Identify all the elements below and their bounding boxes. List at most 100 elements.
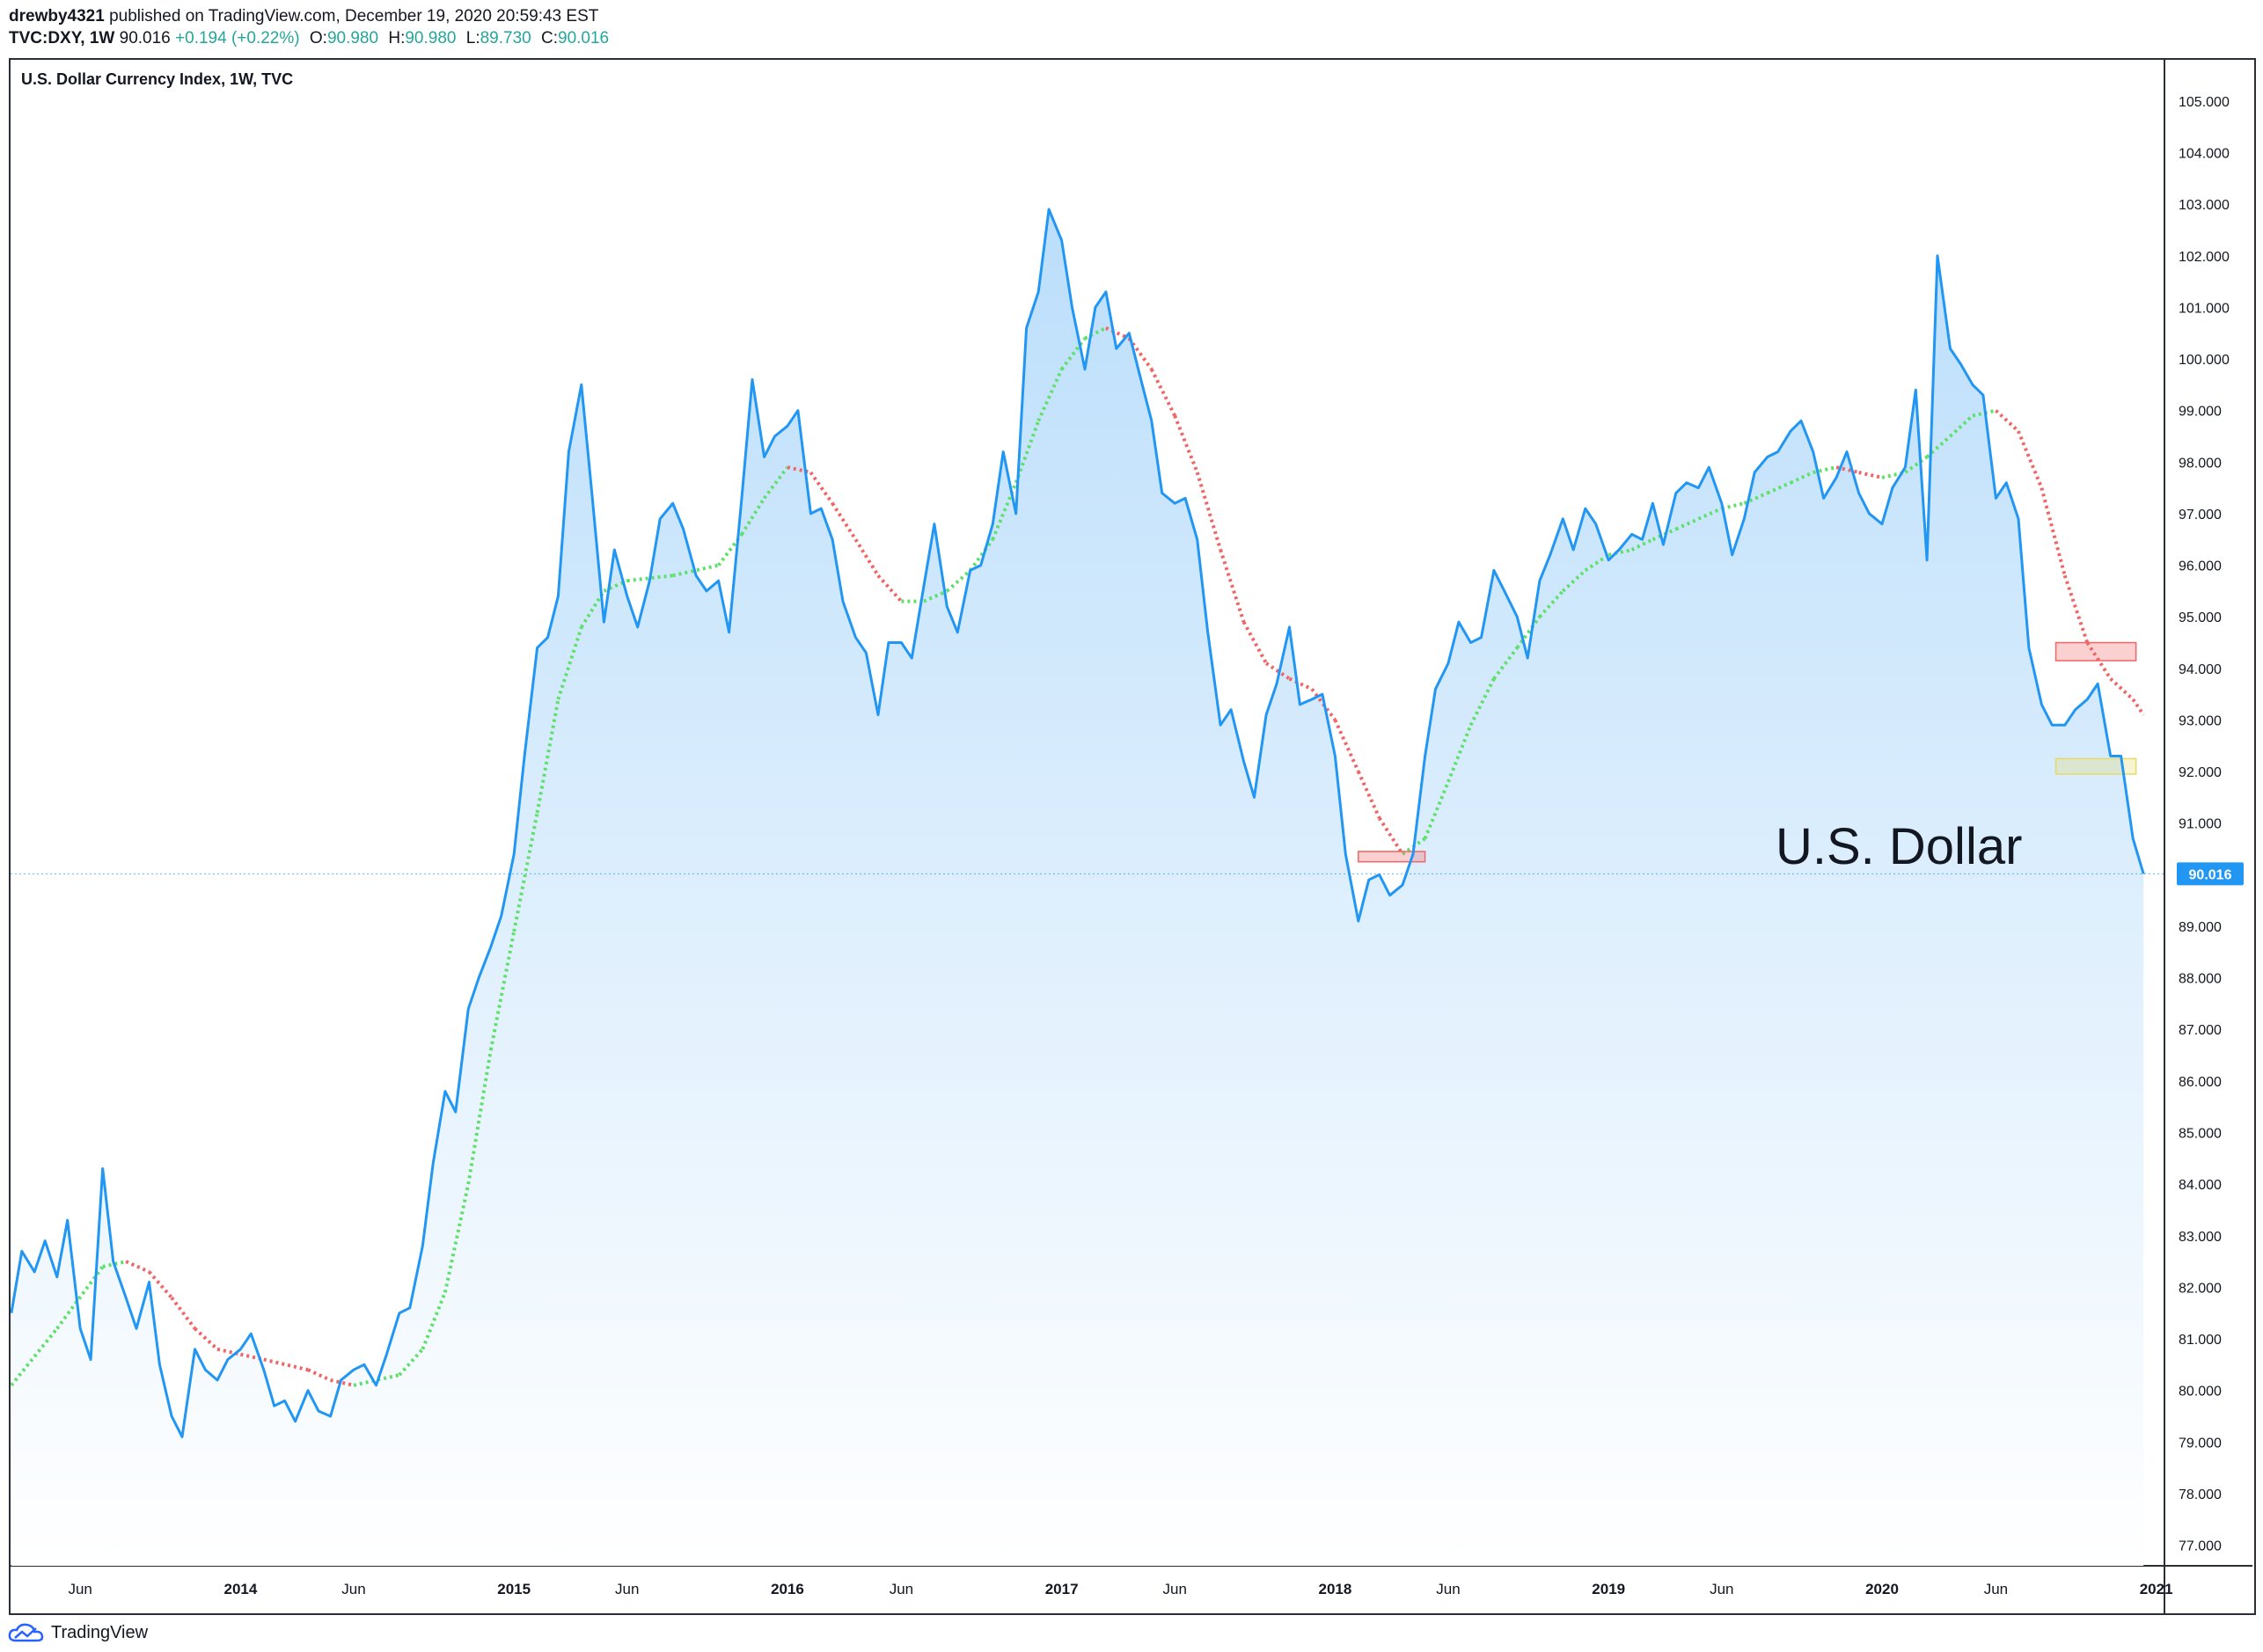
moving-average-segment (1721, 501, 1745, 511)
price-tick-label: 83.000 (2179, 1230, 2222, 1245)
price-change: +0.194 (+0.22%) (175, 29, 300, 48)
moving-average-segment (1925, 435, 1952, 458)
price-tick-label: 84.000 (2179, 1178, 2222, 1193)
moving-average-segment (102, 1260, 127, 1268)
time-tick-label: 2015 (497, 1581, 531, 1597)
moving-average-segment (1949, 414, 1974, 438)
price-tick-label: 80.000 (2179, 1385, 2222, 1400)
moving-average-segment (1972, 408, 1996, 418)
chart-frame[interactable] (9, 58, 2256, 1615)
price-tick-label: 104.000 (2179, 147, 2230, 162)
moving-average-segment (1813, 465, 1837, 474)
last-price: 90.016 (119, 29, 171, 48)
highlight-zone[interactable] (2054, 641, 2137, 662)
time-tick-label: 2018 (1318, 1581, 1351, 1597)
moving-average-segment (672, 563, 720, 578)
moving-average-segment (603, 579, 628, 593)
moving-average-segment (1288, 676, 1313, 691)
moving-average-segment (1743, 491, 1769, 506)
high-value: 90.980 (405, 29, 457, 48)
high-label: H: (388, 29, 406, 48)
price-tick-label: 91.000 (2179, 817, 2222, 832)
us-dollar-annotation: U.S. Dollar (1776, 818, 2022, 875)
price-tick-label: 93.000 (2179, 713, 2222, 728)
moving-average-segment (853, 538, 880, 577)
moving-average-segment (2040, 487, 2067, 576)
moving-average-segment (1492, 647, 1519, 680)
moving-average-segment (1333, 719, 1360, 772)
moving-average-segment (2109, 677, 2135, 701)
moving-average-segment (1195, 471, 1223, 551)
price-tick-label: 78.000 (2179, 1488, 2222, 1502)
price-line (11, 208, 2145, 1438)
moving-average-segment (1150, 368, 1176, 417)
time-tick-label: Jun (1436, 1581, 1460, 1597)
moving-average-segment (1219, 549, 1246, 623)
moving-average-segment (1790, 471, 1814, 485)
moving-average-segment (1264, 662, 1291, 681)
moving-average-segment (556, 626, 583, 700)
moving-average-segment (1995, 409, 2020, 433)
price-tick-label: 87.000 (2179, 1023, 2222, 1038)
moving-average-segment (1014, 420, 1041, 484)
highlight-zone[interactable] (1358, 851, 1426, 863)
moving-average-segment (1675, 516, 1700, 531)
moving-average-segment (580, 589, 606, 628)
footer: TradingView (7, 1619, 148, 1647)
price-tick-label: 81.000 (2179, 1333, 2222, 1348)
moving-average-segment (330, 1378, 355, 1387)
moving-average-segment (1766, 480, 1791, 495)
moving-average-segment (2131, 698, 2145, 716)
tradingview-brand[interactable]: TradingView (51, 1622, 149, 1642)
moving-average-segment (1584, 553, 1610, 573)
moving-average-segment (1241, 621, 1268, 664)
price-tick-label: 96.000 (2179, 559, 2222, 574)
time-tick-label: 2020 (1865, 1581, 1899, 1597)
moving-average-segment (1835, 465, 1860, 474)
moving-average-segment (1651, 527, 1677, 542)
moving-average-segment (194, 1327, 219, 1351)
price-tick-label: 86.000 (2179, 1075, 2222, 1090)
close-value: 90.016 (558, 29, 610, 48)
moving-average-segment (946, 568, 972, 593)
price-axis[interactable]: 77.000 78.000 79.000 80.000 81.000 82.000 83.0… (2179, 95, 2230, 1554)
moving-average-segment (1697, 507, 1723, 521)
time-tick-label: 2017 (1045, 1581, 1079, 1597)
price-tick-label: 99.000 (2179, 405, 2222, 420)
price-tick-label: 92.000 (2179, 765, 2222, 780)
publisher-username[interactable]: drewby4321 (9, 7, 105, 26)
publication-header: drewby4321 published on TradingView.com,… (9, 5, 609, 49)
price-tick-label: 94.000 (2179, 662, 2222, 677)
highlight-zone[interactable] (2054, 757, 2137, 775)
moving-average-segment (1904, 455, 1929, 474)
moving-average-segment (1608, 548, 1633, 557)
moving-average-segment (353, 1373, 400, 1387)
price-tick-label: 101.000 (2179, 301, 2230, 316)
price-tick-label: 82.000 (2179, 1281, 2222, 1296)
price-tick-label: 103.000 (2179, 198, 2230, 213)
moving-average-segment (2085, 641, 2113, 680)
moving-average-segment (740, 497, 766, 536)
time-tick-label: 2019 (1592, 1581, 1625, 1597)
time-axis[interactable]: Jun 2014 Jun 2015 Jun 2016 Jun 2017 Jun 2018 Jun 20… (68, 1581, 2172, 1597)
price-tick-label: 98.000 (2179, 456, 2222, 471)
moving-average-segment (535, 698, 560, 814)
moving-average-segment (809, 471, 834, 505)
moving-average-segment (1630, 537, 1654, 552)
moving-average-segment (831, 502, 858, 541)
moving-average-segment (1423, 781, 1450, 840)
plot-area (11, 208, 2164, 1566)
ohlc-line: TVC:DXY, 1W 90.016 +0.194 (+0.22%) O:90.… (9, 27, 609, 49)
moving-average-segment (148, 1270, 173, 1299)
price-tick-label: 95.000 (2179, 610, 2222, 625)
publisher-line: drewby4321 published on TradingView.com,… (9, 5, 609, 27)
moving-average-segment (2017, 430, 2044, 489)
price-tick-label: 79.000 (2179, 1436, 2222, 1451)
moving-average-segment (125, 1260, 150, 1274)
price-tick-label: 100.000 (2179, 353, 2230, 368)
moving-average-segment (762, 465, 789, 500)
moving-average-segment (1561, 568, 1587, 593)
time-tick-label: Jun (1710, 1581, 1733, 1597)
open-value: 90.980 (326, 29, 379, 48)
